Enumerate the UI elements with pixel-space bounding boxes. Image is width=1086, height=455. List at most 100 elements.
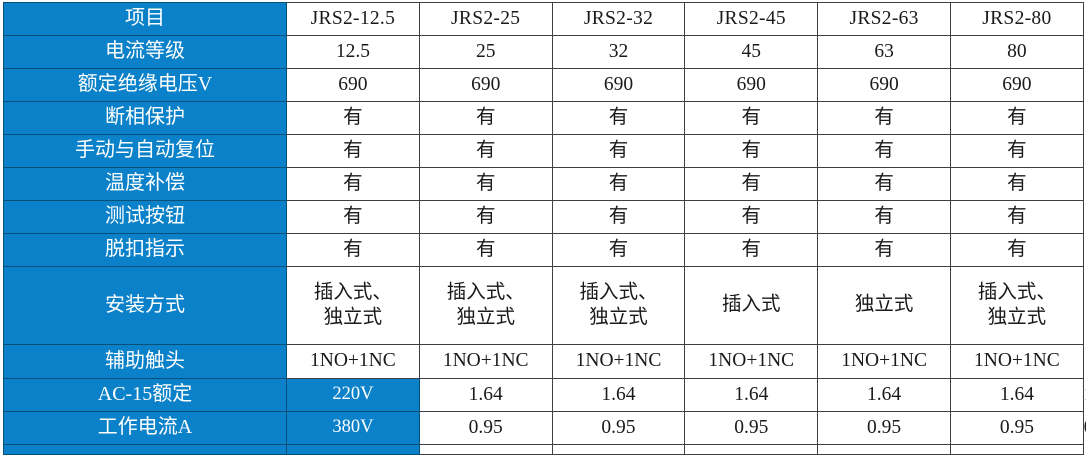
cell-value: 有 bbox=[551, 101, 686, 135]
row-label: 手动与自动复位 bbox=[3, 134, 287, 168]
cell-line: 独立式 bbox=[987, 306, 1047, 328]
cell-value: 1.64 bbox=[949, 378, 1084, 412]
cell-value: 有 bbox=[684, 233, 819, 267]
table-row: 测试按钮 有 有 有 有 有 有 bbox=[3, 200, 1084, 234]
row-label: 电流等级 bbox=[3, 35, 287, 69]
cell-value: 32 bbox=[551, 35, 686, 69]
clipped-cell bbox=[3, 444, 287, 455]
cell-value: 插入式、 独立式 bbox=[286, 266, 420, 345]
cell-value: 插入式、 独立式 bbox=[949, 266, 1084, 345]
table-row: 断相保护 有 有 有 有 有 有 bbox=[3, 101, 1084, 135]
cell-value: 0.95 bbox=[418, 411, 553, 445]
cell-value: 690 bbox=[684, 68, 819, 102]
cell-value: 有 bbox=[817, 167, 951, 201]
row-label: 额定绝缘电压V bbox=[3, 68, 287, 102]
cell-value: 690 bbox=[418, 68, 553, 102]
cell-value: 80 bbox=[949, 35, 1084, 69]
table-row: 电流等级 12.5 25 32 45 63 80 bbox=[3, 35, 1084, 69]
cell-value: 插入式、 独立式 bbox=[418, 266, 553, 345]
cell-value: 有 bbox=[286, 200, 420, 234]
current-sub-label-220: 220V bbox=[286, 378, 420, 412]
cell-value: 1NO+1NC bbox=[418, 344, 553, 379]
cell-value: 有 bbox=[817, 101, 951, 135]
table-row-mounting: 安装方式 插入式、 独立式 插入式、 独立式 插入式、 独立式 插入式 独立式 … bbox=[3, 266, 1084, 345]
cell-value: 有 bbox=[684, 167, 819, 201]
cell-value: 有 bbox=[551, 233, 686, 267]
cell-value: 有 bbox=[817, 200, 951, 234]
cell-value: 1NO+1NC bbox=[949, 344, 1084, 379]
cell-line: 插入式、 bbox=[579, 281, 658, 303]
cell-value: 插入式、 独立式 bbox=[551, 266, 686, 345]
cell-value: 有 bbox=[418, 200, 553, 234]
clipped-cell bbox=[817, 444, 951, 455]
cell-line: 独立式 bbox=[323, 306, 383, 328]
cell-value: 45 bbox=[684, 35, 819, 69]
row-label: 脱扣指示 bbox=[3, 233, 287, 267]
cell-line: 插入式 bbox=[722, 294, 781, 316]
cell-value: 有 bbox=[418, 233, 553, 267]
cell-value: 独立式 bbox=[817, 266, 951, 345]
cell-value: 12.5 bbox=[286, 35, 420, 69]
cell-line: 独立式 bbox=[456, 306, 515, 328]
cell-value: 有 bbox=[551, 167, 686, 201]
cell-value: 0.95 bbox=[817, 411, 951, 445]
cell-line: 独立式 bbox=[854, 294, 914, 316]
cell-value: 690 bbox=[949, 68, 1084, 102]
row-label: 安装方式 bbox=[3, 266, 287, 345]
cell-value: 有 bbox=[286, 134, 420, 168]
model-header-2: JRS2-25 bbox=[418, 2, 553, 36]
cell-value: 有 bbox=[418, 134, 553, 168]
row-label: 断相保护 bbox=[3, 101, 287, 135]
cell-line: 独立式 bbox=[589, 306, 648, 328]
cell-value: 有 bbox=[286, 233, 420, 267]
cell-line: 插入式、 bbox=[446, 281, 525, 303]
cell-value: 有 bbox=[551, 200, 686, 234]
cell-value: 1.64 bbox=[817, 378, 951, 412]
cell-value: 1.64 bbox=[551, 378, 686, 412]
cell-value: 有 bbox=[286, 101, 420, 135]
cell-value: 1NO+1NC bbox=[551, 344, 686, 379]
cell-value: 有 bbox=[949, 134, 1084, 168]
cell-value: 有 bbox=[684, 101, 819, 135]
table-row: 额定绝缘电压V 690 690 690 690 690 690 bbox=[3, 68, 1084, 102]
cell-value: 1NO+1NC bbox=[817, 344, 951, 379]
table-row-auxiliary: 辅助触头 1NO+1NC 1NO+1NC 1NO+1NC 1NO+1NC 1NO… bbox=[3, 344, 1084, 379]
row-label: 辅助触头 bbox=[3, 344, 287, 379]
cell-value: 690 bbox=[817, 68, 951, 102]
table-row: 脱扣指示 有 有 有 有 有 有 bbox=[3, 233, 1084, 267]
cell-value: 有 bbox=[418, 167, 553, 201]
model-header-4: JRS2-45 bbox=[684, 2, 819, 36]
cell-value: 0.95 bbox=[551, 411, 686, 445]
cell-value: 有 bbox=[817, 233, 951, 267]
clipped-cell bbox=[551, 444, 686, 455]
cell-value: 有 bbox=[817, 134, 951, 168]
cell-value: 有 bbox=[684, 134, 819, 168]
model-header-5: JRS2-63 bbox=[817, 2, 951, 36]
specification-table: 项目 JRS2-12.5 JRS2-25 JRS2-32 JRS2-45 JRS… bbox=[3, 2, 1086, 455]
table-header-row: 项目 JRS2-12.5 JRS2-25 JRS2-32 JRS2-45 JRS… bbox=[3, 2, 1084, 36]
cell-value: 有 bbox=[684, 200, 819, 234]
cell-line: 插入式、 bbox=[313, 281, 392, 303]
current-group-label-line1: AC-15额定 bbox=[3, 378, 287, 412]
table-row-current-220: AC-15额定 220V 1.64 1.64 1.64 1.64 1.64 1.… bbox=[3, 378, 1086, 412]
current-sub-label-380: 380V bbox=[286, 411, 420, 445]
clipped-cell bbox=[949, 444, 1084, 455]
table-row-current-380: 工作电流A 380V 0.95 0.95 0.95 0.95 0.95 0.95 bbox=[3, 411, 1086, 445]
model-header-6: JRS2-80 bbox=[949, 2, 1084, 36]
cell-value: 插入式 bbox=[684, 266, 819, 345]
table-row-clipped bbox=[3, 444, 1084, 455]
cell-value: 有 bbox=[418, 101, 553, 135]
cell-value: 有 bbox=[551, 134, 686, 168]
clipped-cell bbox=[684, 444, 819, 455]
header-label-item: 项目 bbox=[3, 2, 287, 36]
cell-value: 1NO+1NC bbox=[684, 344, 819, 379]
cell-value: 690 bbox=[551, 68, 686, 102]
cell-value: 1.64 bbox=[684, 378, 819, 412]
table-row: 手动与自动复位 有 有 有 有 有 有 bbox=[3, 134, 1084, 168]
cell-value: 有 bbox=[949, 101, 1084, 135]
cell-value: 有 bbox=[949, 233, 1084, 267]
cell-value: 有 bbox=[949, 167, 1084, 201]
table-row: 温度补偿 有 有 有 有 有 有 bbox=[3, 167, 1084, 201]
clipped-cell bbox=[286, 444, 420, 455]
cell-value: 25 bbox=[418, 35, 553, 69]
